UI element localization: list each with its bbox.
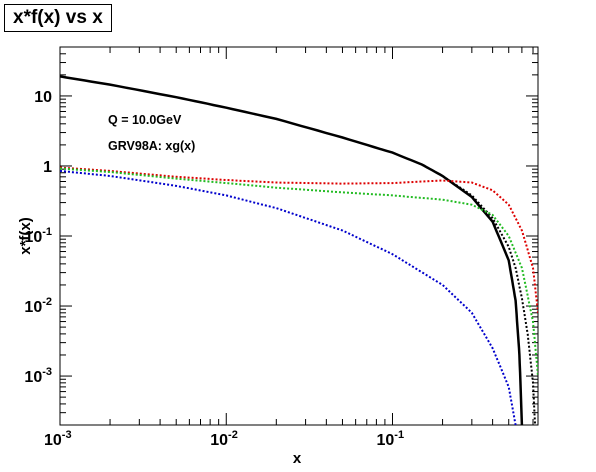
annotation-q-value: Q = 10.0GeV <box>108 113 182 127</box>
series-line-2 <box>60 166 538 313</box>
y-tick-label-base: 1 <box>43 159 52 176</box>
x-tick-label-base: 10 <box>44 432 62 449</box>
x-tick-label-base: 10 <box>210 432 228 449</box>
x-tick-label-exponent: -1 <box>394 429 404 441</box>
series-line-0 <box>60 75 524 425</box>
x-tick-label: 10-2 <box>210 429 238 449</box>
y-tick-label-base: 10 <box>24 369 42 386</box>
y-axis-title: x*f(x) <box>17 217 34 255</box>
x-tick-label-exponent: -3 <box>62 429 72 441</box>
y-tick-label: 10-1 <box>24 226 52 246</box>
y-tick-label: 1 <box>43 159 52 176</box>
x-axis-title: x <box>293 450 302 467</box>
series-line-3 <box>60 167 538 377</box>
y-tick-label-base: 10 <box>24 229 42 246</box>
x-tick-label-base: 10 <box>377 432 395 449</box>
y-tick-label-base: 10 <box>34 89 52 106</box>
y-tick-label-base: 10 <box>24 299 42 316</box>
series-line-1 <box>442 175 537 425</box>
y-tick-label: 10-2 <box>24 296 52 316</box>
annotation-pdf-name: GRV98A: xg(x) <box>108 139 195 153</box>
y-tick-label: 10-3 <box>24 366 52 386</box>
x-tick-label: 10-3 <box>44 429 72 449</box>
y-tick-label-exponent: -3 <box>42 366 52 378</box>
series-layer <box>60 75 538 425</box>
x-tick-label: 10-1 <box>377 429 405 449</box>
x-tick-label-exponent: -2 <box>228 429 238 441</box>
y-tick-label: 10 <box>34 89 52 106</box>
axis-ticks <box>59 46 538 426</box>
chart-title: x*f(x) vs x <box>4 4 112 32</box>
series-line-4 <box>60 169 517 425</box>
y-tick-label-exponent: -1 <box>42 226 52 238</box>
y-tick-label-exponent: -2 <box>42 296 52 308</box>
plot-frame <box>59 46 539 426</box>
